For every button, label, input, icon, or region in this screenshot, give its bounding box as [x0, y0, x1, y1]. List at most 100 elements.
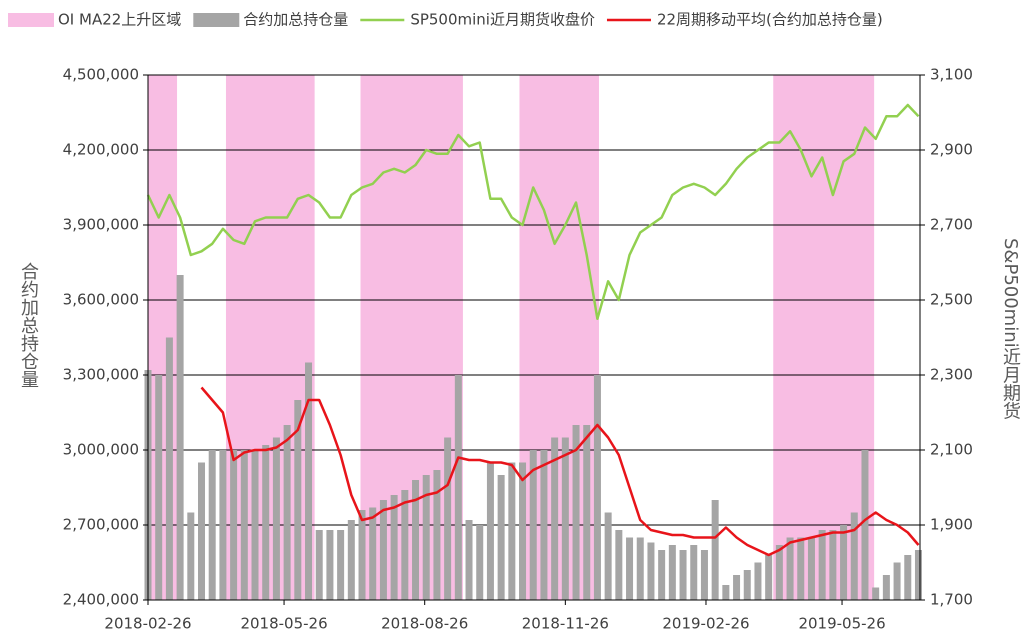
y2-tick-label: 2,500 [930, 291, 973, 309]
bar [155, 375, 163, 600]
bar [904, 555, 912, 600]
x-tick-label: 2018-05-26 [240, 615, 327, 633]
bar [240, 450, 248, 600]
y2-tick-label: 3,100 [930, 66, 973, 84]
y2-tick-label: 2,300 [930, 366, 973, 384]
bar [294, 400, 302, 600]
bar [176, 275, 184, 600]
y-tick-label: 3,900,000 [63, 216, 139, 234]
y-tick-label: 4,500,000 [63, 66, 139, 84]
y-tick-label: 3,300,000 [63, 366, 139, 384]
legend-label: SP500mini近月期货收盘价 [410, 11, 595, 29]
legend-label: 22周期移动平均(合约加总持仓量) [657, 11, 883, 29]
y2-tick-label: 2,700 [930, 216, 973, 234]
bar [700, 550, 708, 600]
bar [519, 462, 527, 600]
bar [626, 537, 634, 600]
bar [593, 375, 601, 600]
bar [872, 587, 880, 600]
legend: OI MA22上升区域 合约加总持仓量 SP500mini近月期货收盘价 22周期移动… [8, 11, 883, 29]
bar [850, 512, 858, 600]
bar [230, 450, 238, 600]
bar [187, 512, 195, 600]
x-tick-label: 2019-02-26 [662, 615, 749, 633]
bar [262, 445, 270, 600]
bar [272, 437, 280, 600]
bar [486, 462, 494, 600]
bar [829, 530, 837, 600]
plot-frame [147, 74, 921, 601]
bar [765, 555, 773, 600]
bar [444, 437, 452, 600]
bar [358, 510, 366, 600]
bar [840, 525, 848, 600]
legend-swatch [193, 13, 240, 27]
bar-layer [144, 275, 922, 600]
bar [305, 362, 313, 600]
bar [508, 462, 516, 600]
bar [219, 450, 227, 600]
bar [775, 545, 783, 600]
bar [743, 570, 751, 600]
bar [165, 337, 173, 600]
x-tick-label: 2018-02-26 [104, 615, 191, 633]
bar [551, 437, 559, 600]
bar [422, 475, 430, 600]
bar [647, 542, 655, 600]
y-axis-label: 合约加总持仓量 [18, 262, 39, 388]
bar [529, 450, 537, 600]
bar [658, 550, 666, 600]
line-series [146, 103, 920, 321]
bar [615, 530, 623, 600]
bar [679, 550, 687, 600]
bar [465, 520, 473, 600]
y2-tick-label: 2,900 [930, 141, 973, 159]
bar [861, 450, 869, 600]
bar [454, 375, 462, 600]
bar [337, 530, 345, 600]
bar [583, 425, 591, 600]
bar [369, 507, 377, 600]
bar [497, 475, 505, 600]
bar [540, 450, 548, 600]
line-layer [146, 103, 920, 557]
bar [807, 537, 815, 600]
legend-label: OI MA22上升区域 [58, 11, 181, 29]
bar [690, 545, 698, 600]
y2-tick-label: 2,100 [930, 441, 973, 459]
bar [251, 450, 259, 600]
y-tick-label: 3,600,000 [63, 291, 139, 309]
bar [401, 490, 409, 600]
shaded-region [773, 75, 875, 600]
shaded-region [225, 75, 315, 600]
bar [733, 575, 741, 600]
bar [722, 585, 730, 600]
x-tick-label: 2018-11-26 [522, 615, 609, 633]
bar [433, 470, 441, 600]
bar [893, 562, 901, 600]
x-tick-label: 2019-05-26 [798, 615, 885, 633]
bar [390, 495, 398, 600]
regions-layer [148, 75, 875, 600]
y-tick-label: 3,000,000 [63, 441, 139, 459]
line-series [200, 386, 920, 557]
y2-tick-label: 1,700 [930, 591, 973, 609]
bar [786, 537, 794, 600]
y-tick-label: 2,700,000 [63, 516, 139, 534]
bar [818, 530, 826, 600]
y2-tick-label: 1,900 [930, 516, 973, 534]
bar [326, 530, 334, 600]
bar [572, 425, 580, 600]
bar [797, 537, 805, 600]
y-tick-label: 2,400,000 [63, 591, 139, 609]
bar [476, 525, 484, 600]
bar [379, 500, 387, 600]
bar [198, 462, 206, 600]
bar [283, 425, 291, 600]
legend-swatch [8, 13, 54, 27]
legend-label: 合约加总持仓量 [243, 11, 348, 29]
bar [412, 480, 420, 600]
y-tick-label: 4,200,000 [63, 141, 139, 159]
bar [914, 550, 922, 600]
